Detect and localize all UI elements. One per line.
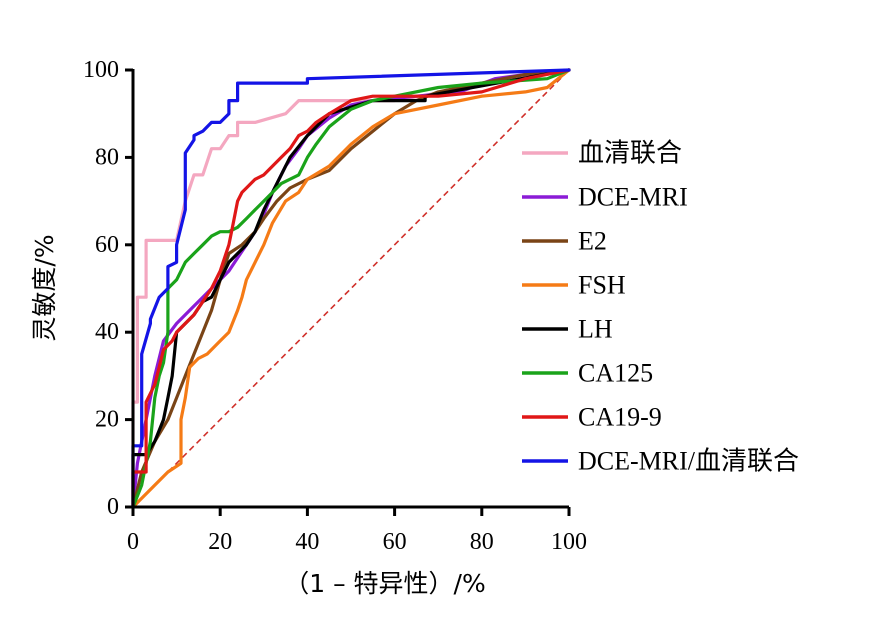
- legend-label: E2: [578, 227, 607, 256]
- series-line-4: [131, 68, 571, 509]
- legend-label: LH: [578, 315, 613, 344]
- x-axis-title: （1 – 特异性）/%: [284, 569, 485, 598]
- legend-label: CA19-9: [578, 403, 662, 432]
- series-line-7: [131, 68, 571, 509]
- y-tick-label: 40: [95, 319, 119, 345]
- legend: 血清联合 DCE-MRI E2 FSH LH CA125 CA19-9 DCE-MRI/血清联…: [522, 139, 799, 476]
- x-tick-label: 60: [383, 529, 407, 555]
- series-line-6: [131, 68, 571, 509]
- legend-label: FSH: [578, 271, 626, 300]
- legend-label: CA125: [578, 359, 653, 388]
- series-line-1: [131, 68, 571, 509]
- x-tick-label: 40: [295, 529, 319, 555]
- y-ticks: 0 20 40 60 80 100: [83, 57, 133, 520]
- axes: 0 20 40 60 80 100 0 20 40 60 80 100: [83, 57, 587, 555]
- legend-label: DCE-MRI/血清联合: [578, 447, 799, 476]
- series-line-3: [131, 68, 571, 509]
- x-tick-label: 20: [208, 529, 232, 555]
- x-tick-label: 80: [470, 529, 494, 555]
- legend-label: 血清联合: [578, 139, 682, 168]
- plot-area: [131, 68, 571, 509]
- y-tick-label: 20: [95, 407, 119, 433]
- series-line-8: [131, 68, 571, 509]
- x-tick-label: 0: [127, 529, 139, 555]
- x-ticks: 0 20 40 60 80 100: [127, 507, 587, 555]
- y-tick-label: 0: [107, 494, 119, 520]
- series-line-5: [131, 68, 571, 509]
- reference-diagonal-line: [132, 69, 570, 508]
- y-axis-title: 灵敏度/%: [30, 234, 59, 341]
- y-tick-label: 100: [83, 57, 119, 83]
- x-tick-label: 100: [551, 529, 587, 555]
- y-tick-label: 80: [95, 144, 119, 170]
- y-tick-label: 60: [95, 232, 119, 258]
- legend-label: DCE-MRI: [578, 183, 688, 212]
